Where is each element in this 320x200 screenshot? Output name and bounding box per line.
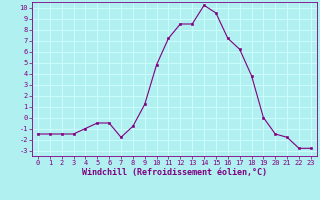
X-axis label: Windchill (Refroidissement éolien,°C): Windchill (Refroidissement éolien,°C)	[82, 168, 267, 177]
